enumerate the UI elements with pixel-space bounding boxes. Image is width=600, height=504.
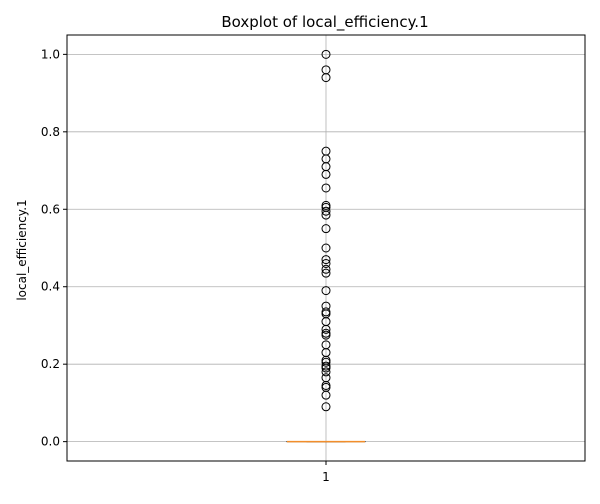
y-tick-label: 0.0 (41, 435, 60, 449)
grid (67, 35, 585, 461)
y-tick-label: 0.4 (41, 280, 60, 294)
y-tick-label: 1.0 (41, 47, 60, 61)
y-tick-label: 0.2 (41, 357, 60, 371)
y-tick-label: 0.6 (41, 202, 60, 216)
x-tick-label: 1 (322, 470, 330, 484)
y-axis-label: local_efficiency.1 (15, 199, 29, 300)
chart-title: Boxplot of local_efficiency.1 (221, 13, 428, 32)
y-tick-label: 0.8 (41, 125, 60, 139)
x-axis: 1 (322, 461, 330, 484)
y-axis: 0.0 0.2 0.4 0.6 0.8 1.0 (41, 47, 67, 448)
